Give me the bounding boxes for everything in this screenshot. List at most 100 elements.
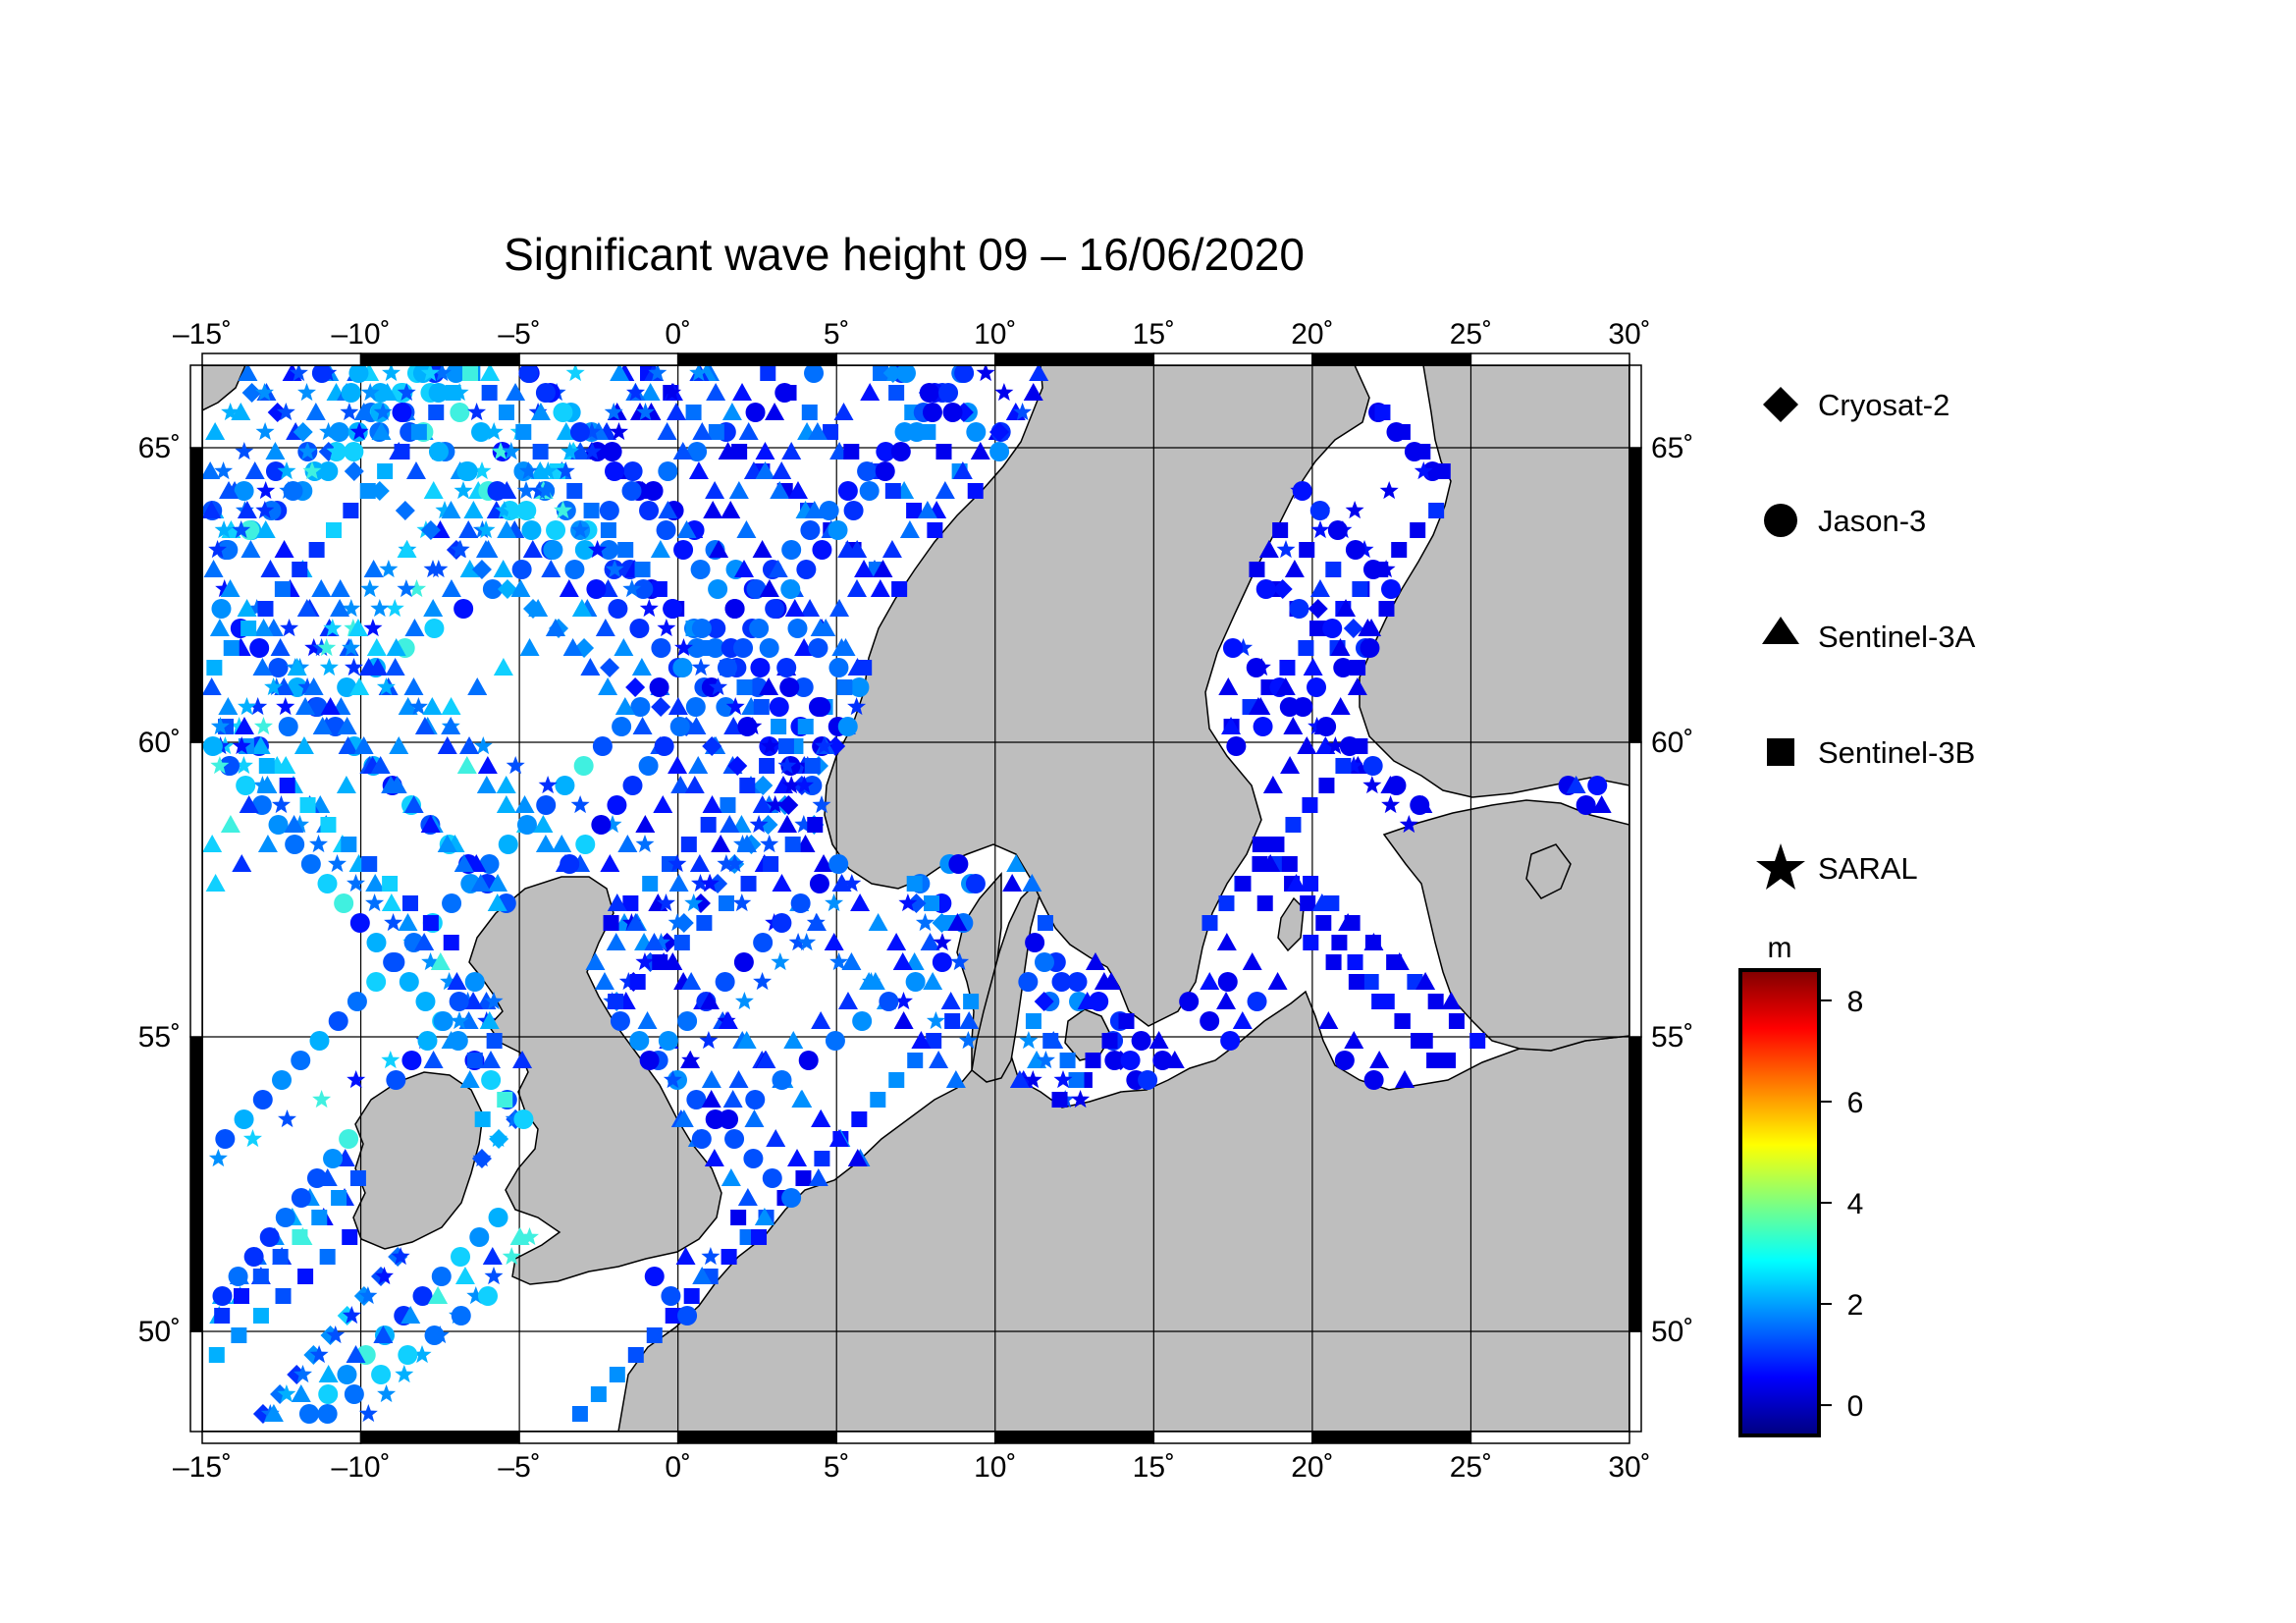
track-marker — [1410, 522, 1426, 538]
track-marker — [1297, 736, 1317, 754]
track-marker — [343, 503, 359, 518]
track-marker — [607, 893, 627, 911]
track-marker — [496, 776, 516, 793]
track-marker — [464, 972, 485, 992]
track-marker — [296, 599, 317, 617]
track-marker — [622, 461, 643, 481]
track-marker — [293, 422, 313, 442]
track-marker — [801, 405, 818, 420]
track-marker — [691, 658, 711, 676]
track-marker — [522, 540, 543, 558]
track-marker — [829, 952, 849, 971]
track-marker — [1414, 461, 1433, 480]
track-marker — [1255, 579, 1276, 599]
track-marker — [457, 461, 478, 481]
track-marker — [370, 756, 391, 774]
track-marker — [381, 893, 401, 911]
track-marker — [1394, 1013, 1411, 1029]
track-marker — [873, 365, 889, 381]
track-marker — [915, 913, 934, 932]
track-marker — [205, 422, 226, 440]
track-marker — [1025, 933, 1045, 952]
track-marker — [370, 383, 391, 403]
track-marker — [238, 697, 256, 716]
track-marker — [610, 365, 630, 381]
track-marker — [450, 383, 469, 402]
track-marker — [751, 1229, 768, 1245]
track-marker — [235, 442, 254, 460]
track-marker — [1200, 1011, 1220, 1031]
track-marker — [536, 481, 556, 500]
track-marker — [366, 972, 387, 992]
track-marker — [428, 405, 445, 420]
track-marker — [443, 935, 459, 950]
track-marker — [317, 1404, 338, 1424]
track-marker — [1391, 542, 1408, 558]
track-marker — [477, 756, 498, 774]
track-marker — [677, 1011, 698, 1031]
track-marker — [796, 560, 817, 579]
track-marker — [720, 797, 736, 813]
track-marker — [639, 1051, 660, 1070]
lon-tick-label-bottom: –15˚ — [173, 1451, 232, 1484]
track-marker — [1330, 638, 1351, 656]
track-marker — [516, 815, 537, 835]
track-marker — [1347, 677, 1367, 695]
track-marker — [428, 442, 449, 461]
track-marker — [276, 697, 295, 716]
map-title: Significant wave height 09 – 16/06/2020 — [504, 229, 1305, 280]
track-marker — [562, 638, 583, 656]
track-marker — [538, 776, 558, 794]
track-marker — [768, 560, 788, 577]
frame-bar-top — [1152, 352, 1313, 366]
track-marker — [381, 1051, 400, 1069]
track-marker — [1307, 677, 1327, 697]
track-marker — [875, 461, 895, 481]
track-marker — [745, 1090, 766, 1109]
track-marker — [829, 599, 850, 617]
track-marker — [1067, 972, 1088, 992]
track-marker — [344, 1384, 364, 1404]
track-marker — [842, 874, 862, 893]
track-marker — [208, 1347, 225, 1363]
track-marker — [346, 1345, 366, 1363]
track-marker — [582, 442, 602, 460]
track-marker — [777, 756, 797, 775]
frame-bar-top — [1469, 352, 1630, 366]
track-marker — [1360, 638, 1380, 658]
track-marker — [906, 876, 923, 892]
track-marker — [353, 736, 374, 754]
track-marker — [795, 776, 814, 794]
track-marker — [1362, 619, 1382, 636]
track-marker — [837, 540, 858, 558]
track-marker — [701, 1090, 721, 1108]
track-marker — [498, 835, 518, 854]
track-marker — [804, 758, 821, 774]
track-marker — [417, 1031, 438, 1051]
track-marker — [571, 1406, 588, 1422]
track-marker — [637, 1011, 658, 1029]
track-marker — [345, 658, 363, 676]
track-marker — [570, 520, 590, 539]
track-marker — [819, 501, 839, 520]
track-marker — [769, 697, 789, 717]
diamond-icon — [1763, 387, 1798, 422]
track-marker — [1428, 503, 1445, 518]
track-marker — [680, 837, 697, 852]
track-marker — [772, 874, 792, 892]
track-marker — [1280, 756, 1301, 774]
track-marker — [474, 1111, 491, 1127]
track-marker — [780, 385, 797, 401]
track-marker — [756, 1051, 776, 1068]
track-marker — [223, 640, 240, 656]
track-marker — [733, 952, 754, 972]
track-marker — [1246, 658, 1266, 677]
track-marker — [766, 1129, 786, 1147]
track-marker — [271, 795, 291, 814]
track-marker — [1051, 1092, 1068, 1108]
track-marker — [319, 422, 339, 441]
track-marker — [1118, 1013, 1135, 1029]
track-marker — [724, 599, 745, 619]
track-marker — [218, 697, 239, 715]
track-marker — [466, 854, 487, 872]
